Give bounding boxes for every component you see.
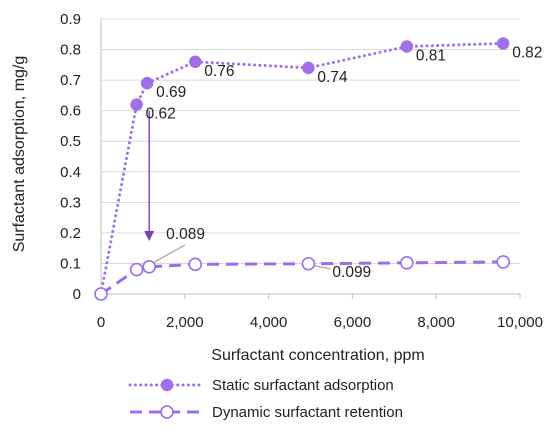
gridlines [101, 18, 520, 264]
dynamic-point [129, 262, 144, 277]
dynamic-point [142, 260, 156, 274]
dynamic-point [94, 287, 108, 301]
y-tick-label: 0.1 [60, 255, 81, 272]
x-axis-title: Surfactant concentration, ppm [211, 347, 424, 364]
y-tick-labels: 0 0.1 0.2 0.3 0.4 0.5 0.6 0.7 0.8 0.9 [60, 11, 81, 303]
y-tick-label: 0.3 [60, 194, 81, 211]
data-labels: 0.62 0.69 0.76 0.74 0.81 0.82 0.089 0.099 [146, 44, 543, 280]
dynamic-point [400, 256, 414, 270]
y-tick-label: 0.6 [60, 103, 81, 120]
legend-static-marker [160, 378, 174, 392]
dynamic-point [188, 257, 203, 272]
legend-dynamic-label: Dynamic surfactant retention [212, 404, 403, 421]
legend-item-dynamic: Dynamic surfactant retention [130, 404, 403, 421]
x-tick-label: 6,000 [334, 314, 372, 331]
x-tick-labels: 0 2,000 4,000 6,000 8,000 10,000 [97, 314, 543, 331]
series-group [94, 37, 511, 301]
series-dynamic-line [100, 260, 504, 296]
annotations [144, 110, 331, 270]
static-data-label: 0.69 [156, 84, 186, 101]
y-tick-label: 0.2 [60, 225, 81, 242]
x-tick-label: 8,000 [417, 314, 455, 331]
dynamic-data-label: 0.099 [332, 264, 371, 281]
legend-static-label: Static surfactant adsorption [212, 377, 394, 394]
static-data-label: 0.82 [512, 44, 542, 61]
y-tick-label: 0.9 [60, 11, 81, 28]
dynamic-data-label: 0.089 [166, 226, 205, 243]
legend-item-static: Static surfactant adsorption [128, 377, 394, 394]
y-tick-label: 0 [73, 286, 81, 303]
static-point [189, 55, 202, 69]
axes [100, 19, 521, 299]
dynamic-point [301, 256, 316, 271]
y-axis-title: Surfactant adsorption, mg/g [11, 56, 28, 253]
x-tick-label: 2,000 [166, 314, 204, 331]
y-tick-label: 0.7 [60, 72, 81, 89]
static-point [130, 98, 143, 111]
static-data-label: 0.74 [317, 69, 348, 86]
static-data-label: 0.62 [146, 106, 176, 123]
x-tick-label: 0 [97, 314, 105, 331]
static-point [400, 40, 414, 53]
series-static-line [99, 41, 505, 296]
legend: Static surfactant adsorption Dynamic sur… [128, 377, 403, 421]
y-tick-label: 0.5 [60, 133, 81, 150]
static-data-label: 0.76 [204, 63, 234, 80]
static-point [302, 61, 315, 75]
leader-line [152, 244, 186, 264]
static-point [140, 76, 154, 90]
y-tick-label: 0.4 [60, 164, 81, 181]
legend-dynamic-marker [160, 405, 174, 419]
dynamic-point [496, 255, 511, 269]
x-tick-label: 4,000 [250, 314, 288, 331]
static-data-label: 0.81 [416, 48, 446, 65]
y-tick-label: 0.8 [60, 42, 81, 59]
leader-line [314, 265, 331, 270]
static-point [496, 37, 510, 50]
x-tick-label: 10,000 [497, 314, 543, 331]
